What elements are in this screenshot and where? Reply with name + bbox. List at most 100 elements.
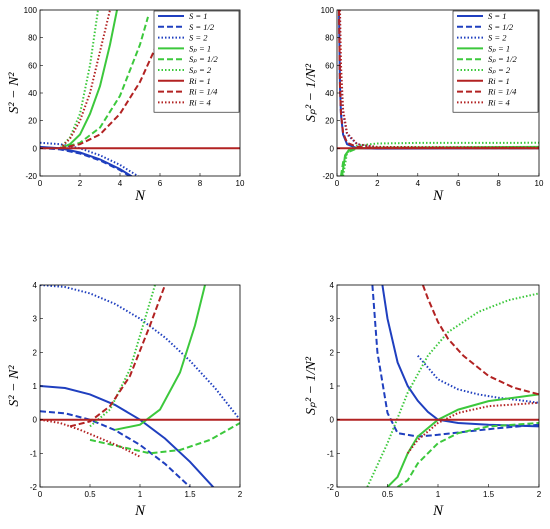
- x-tick-label: 1: [138, 490, 143, 499]
- x-axis-label: N: [134, 188, 146, 204]
- series-line-0: [381, 285, 539, 428]
- y-tick-label: 80: [325, 34, 334, 43]
- plot-frame: [39, 284, 241, 488]
- series-line-4: [89, 422, 240, 455]
- y-tick-label: 80: [28, 34, 37, 43]
- x-tick-label: 8: [198, 179, 203, 188]
- x-tick-label: 1.5: [184, 490, 196, 499]
- y-tick-label: 0: [330, 144, 335, 153]
- y-tick-label: 20: [325, 117, 334, 126]
- legend-entry-5: Sₚ = 2: [189, 65, 212, 75]
- legend-entry-6: Ri = 1: [487, 76, 510, 86]
- series-line-5: [89, 285, 156, 428]
- x-axis-label: N: [432, 188, 444, 204]
- y-tick-label: 3: [33, 315, 38, 324]
- y-tick-label: -2: [30, 483, 38, 492]
- x-tick-label: 2: [238, 490, 243, 499]
- series-line-5: [366, 292, 539, 487]
- x-tick-label: 10: [236, 179, 245, 188]
- y-tick-label: 100: [321, 6, 335, 15]
- y-tick-label: -20: [322, 172, 334, 181]
- x-tick-label: 4: [118, 179, 123, 188]
- legend-entry-2: S = 2: [488, 33, 507, 43]
- series-line-5: [342, 141, 539, 176]
- series-line-4: [59, 16, 149, 150]
- y-tick-label: 2: [33, 348, 38, 357]
- y-tick-label: -2: [327, 483, 335, 492]
- series-line-7: [338, 10, 539, 150]
- series-line-2: [40, 285, 240, 421]
- x-tick-label: 4: [416, 179, 421, 188]
- series-line-1: [40, 410, 191, 487]
- series-line-3: [341, 145, 539, 176]
- series-lines: [337, 10, 539, 176]
- series-line-8: [40, 418, 141, 458]
- legend-entry-3: Sₚ = 1: [488, 43, 510, 53]
- series-line-2: [40, 141, 140, 176]
- x-tick-label: 0: [335, 179, 340, 188]
- y-tick-label: 0: [330, 416, 335, 425]
- legend: S = 1S = 1/2S = 2Sₚ = 1Sₚ = 1/2Sₚ = 2Ri …: [452, 10, 539, 113]
- legend-entry-4: Sₚ = 1/2: [488, 54, 517, 64]
- y-tick-label: 0: [33, 144, 38, 153]
- legend-entry-3: Sₚ = 1: [189, 43, 211, 53]
- y-tick-label: 20: [28, 117, 37, 126]
- series-lines: [40, 285, 240, 487]
- y-axis-label: S² − N²: [7, 365, 22, 407]
- x-tick-label: 1.5: [483, 490, 495, 499]
- legend-entry-5: Sₚ = 2: [488, 65, 511, 75]
- y-tick-label: 4: [33, 281, 38, 290]
- y-tick-label: -20: [25, 172, 37, 181]
- series-line-7: [421, 285, 539, 396]
- y-tick-label: 3: [330, 315, 335, 324]
- x-tick-label: 2: [78, 179, 83, 188]
- x-axis-label: N: [432, 503, 444, 519]
- x-axis-label: N: [134, 503, 146, 519]
- x-tick-label: 2: [375, 179, 380, 188]
- panel-bottom-right: 0 0.5 1 1.5 2 -2 -1 0 1 2 3 4 N Sₚ² − 1/N²: [304, 281, 542, 519]
- legend-entry-0: S = 1: [488, 11, 507, 21]
- series-line-4: [340, 147, 539, 176]
- legend-box: [153, 10, 240, 113]
- x-tick-label: 1: [436, 490, 441, 499]
- series-line-4: [397, 422, 539, 487]
- series-line-3: [386, 393, 539, 487]
- series-line-0: [40, 385, 215, 487]
- x-tick-label: 2: [537, 490, 542, 499]
- series-line-8: [59, 10, 111, 150]
- y-axis-label: Sₚ² − 1/N²: [304, 356, 319, 415]
- legend-box: [452, 10, 539, 113]
- y-tick-label: -1: [327, 449, 335, 458]
- y-tick-label: 1: [330, 382, 335, 391]
- y-tick-label: 40: [28, 89, 37, 98]
- y-tick-label: 4: [330, 281, 335, 290]
- legend-entry-2: S = 2: [189, 33, 208, 43]
- y-tick-label: 0: [33, 416, 38, 425]
- x-tick-label: 0: [335, 490, 340, 499]
- y-axis-label: S² − N²: [7, 72, 22, 114]
- series-line-8: [406, 401, 539, 454]
- series-line-1: [40, 147, 132, 176]
- legend-entry-8: Ri = 4: [487, 97, 511, 107]
- series-line-3: [59, 10, 118, 150]
- panel-bottom-left: 0 0.5 1 1.5 2 -2 -1 0 1 2 3 4 N S² − N²: [7, 281, 243, 519]
- x-tick-label: 0.5: [382, 490, 394, 499]
- y-tick-label: 40: [325, 89, 334, 98]
- y-tick-label: 100: [24, 6, 38, 15]
- series-line-7: [69, 285, 166, 428]
- x-tick-label: 0: [38, 490, 43, 499]
- x-tick-label: 0.5: [84, 490, 96, 499]
- legend-entry-1: S = 1/2: [488, 22, 514, 32]
- legend-entry-8: Ri = 4: [188, 97, 212, 107]
- legend-entry-7: Ri = 1/4: [487, 87, 517, 97]
- x-tick-label: 6: [158, 179, 163, 188]
- legend-entry-4: Sₚ = 1/2: [189, 54, 218, 64]
- y-tick-label: 60: [28, 61, 37, 70]
- x-tick-label: 8: [496, 179, 501, 188]
- x-tick-label: 0: [38, 179, 43, 188]
- series-line-2: [417, 355, 539, 404]
- legend-entry-1: S = 1/2: [189, 22, 215, 32]
- y-tick-label: 2: [330, 348, 335, 357]
